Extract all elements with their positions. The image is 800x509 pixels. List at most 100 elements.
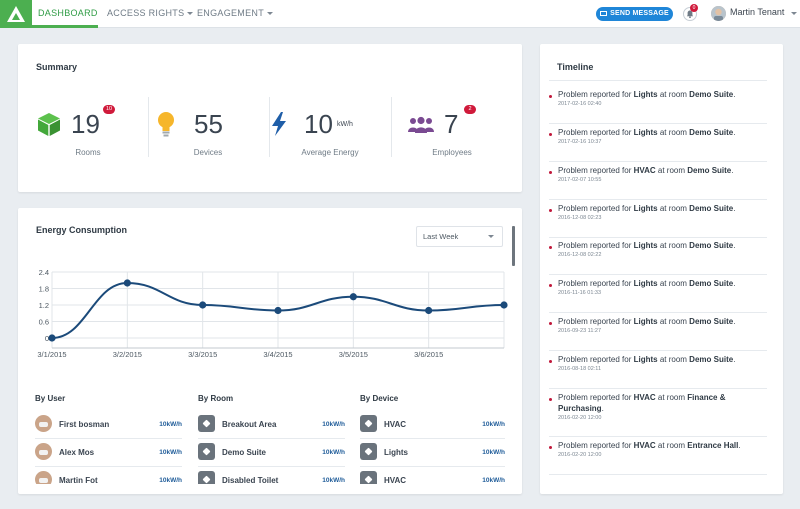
room-name: Disabled Toilet [222, 476, 279, 484]
device-row[interactable]: HVAC 10kW/h [360, 411, 505, 439]
timeline-dot [549, 322, 552, 325]
room-row[interactable]: Demo Suite 10kW/h [198, 439, 345, 467]
timeline-item[interactable]: Problem reported for HVAC at room Entran… [549, 440, 767, 475]
device-value: 10kW/h [482, 449, 505, 456]
timeline-device: Lights [633, 355, 658, 364]
stat-energy-value: 10 [304, 109, 333, 139]
period-select[interactable]: Last Week [416, 226, 503, 247]
divider [391, 97, 392, 157]
timeline-room: Entrance Hall [687, 441, 739, 450]
stat-employees-label: Employees [432, 148, 472, 157]
user-row[interactable]: First bosman 10kW/h [35, 411, 182, 439]
timeline-date: 2016-09-23 11:27 [558, 328, 602, 334]
divider [269, 97, 270, 157]
data-point [123, 279, 131, 287]
y-tick-label: 2.4 [39, 268, 49, 277]
timeline-prefix: Problem reported for [558, 128, 634, 137]
stat-rooms-badge: 10 [103, 105, 115, 114]
timeline-room: Demo Suite [689, 355, 734, 364]
timeline-item[interactable]: Problem reported for HVAC at room Financ… [549, 392, 767, 437]
timeline-item[interactable]: Problem reported for Lights at room Demo… [549, 203, 767, 238]
stat-employees[interactable]: 7 2 Employees [392, 95, 516, 165]
timeline-prefix: Problem reported for [558, 90, 634, 99]
timeline-mid: at room [657, 317, 690, 326]
nav-access-rights[interactable]: ACCESS RIGHTS [107, 0, 194, 28]
data-point [425, 306, 433, 315]
y-tick-label: 0.6 [39, 318, 49, 327]
timeline-room: Demo Suite [689, 279, 734, 288]
app-logo[interactable] [0, 0, 32, 28]
energy-scrollbar[interactable] [512, 226, 515, 266]
user-value: 10kW/h [159, 449, 182, 456]
timeline-date: 2017-02-16 02:40 [558, 101, 602, 107]
stat-devices[interactable]: 55 Devices [150, 95, 268, 165]
timeline-mid: at room [655, 393, 688, 402]
room-icon [198, 443, 215, 460]
room-icon [198, 415, 215, 432]
device-row[interactable]: HVAC 10kW/h [360, 467, 505, 484]
top-navbar: DASHBOARD ACCESS RIGHTS ENGAGEMENT SEND … [0, 0, 800, 28]
divider [549, 80, 767, 81]
timeline-item[interactable]: Problem reported for Lights at room Demo… [549, 127, 767, 162]
send-message-button[interactable]: SEND MESSAGE [596, 7, 673, 21]
timeline-item[interactable]: Problem reported for Lights at room Demo… [549, 316, 767, 351]
timeline-dot [549, 246, 552, 249]
y-tick-label: 1.8 [39, 285, 49, 294]
divider [148, 97, 149, 157]
by-device-title: By Device [360, 394, 399, 403]
chevron-down-icon [267, 12, 274, 16]
stat-rooms-label: Rooms [75, 148, 101, 157]
timeline-item[interactable]: Problem reported for Lights at room Demo… [549, 240, 767, 275]
device-icon [360, 415, 377, 432]
timeline-mid: at room [655, 166, 688, 175]
send-message-label: SEND MESSAGE [610, 10, 669, 17]
data-point [274, 306, 282, 315]
stat-rooms[interactable]: 19 10 Rooms [30, 95, 148, 165]
room-row[interactable]: Disabled Toilet 10kW/h [198, 467, 345, 484]
user-name[interactable]: Martin Tenant [730, 7, 785, 17]
timeline-device: Lights [633, 279, 658, 288]
x-tick-label: 3/5/2015 [339, 350, 368, 359]
timeline-prefix: Problem reported for [558, 441, 634, 450]
user-row[interactable]: Martin Fot 10kW/h [35, 467, 182, 484]
user-photo [711, 6, 726, 21]
timeline-device: Lights [633, 241, 658, 250]
timeline-suffix: . [733, 317, 736, 326]
by-room-title: By Room [198, 394, 234, 403]
user-avatar [35, 415, 52, 432]
timeline-date: 2016-08-18 02:11 [558, 366, 602, 372]
user-avatar[interactable] [711, 6, 726, 21]
timeline-text: Problem reported for Lights at room Demo… [558, 203, 766, 214]
timeline-prefix: Problem reported for [558, 355, 634, 364]
timeline-text: Problem reported for HVAC at room Demo S… [558, 165, 766, 176]
chevron-down-icon[interactable] [791, 12, 797, 15]
timeline-suffix: . [731, 166, 734, 175]
timeline-item[interactable]: Problem reported for Lights at room Demo… [549, 354, 767, 389]
energy-card [18, 208, 522, 494]
data-point [349, 293, 357, 301]
timeline-title: Timeline [557, 62, 594, 72]
timeline-suffix: . [601, 404, 604, 413]
timeline-item[interactable]: Problem reported for Lights at room Demo… [549, 278, 767, 313]
stat-devices-label: Devices [193, 148, 223, 157]
user-name: First bosman [59, 420, 110, 429]
nav-engagement[interactable]: ENGAGEMENT [197, 0, 274, 28]
timeline-room: Demo Suite [687, 166, 732, 175]
timeline-item[interactable]: Problem reported for HVAC at room Demo S… [549, 165, 767, 200]
user-row[interactable]: Alex Mos 10kW/h [35, 439, 182, 467]
timeline-date: 2017-02-07 10:55 [558, 177, 602, 183]
nav-dashboard[interactable]: DASHBOARD [38, 8, 98, 18]
device-row[interactable]: Lights 10kW/h [360, 439, 505, 467]
timeline-device: Lights [633, 317, 658, 326]
room-value: 10kW/h [322, 477, 345, 484]
stat-average-energy[interactable]: 10 kW/h Average Energy [270, 95, 390, 165]
cube-icon [38, 113, 60, 136]
room-row[interactable]: Breakout Area 10kW/h [198, 411, 345, 439]
timeline-item[interactable]: Problem reported for Lights at room Demo… [549, 89, 767, 124]
timeline-dot [549, 209, 552, 212]
energy-title: Energy Consumption [36, 225, 128, 235]
timeline-suffix: . [733, 355, 736, 364]
timeline-suffix: . [733, 241, 736, 250]
y-tick-label: 1.2 [39, 301, 49, 310]
timeline-device: Lights [633, 90, 658, 99]
